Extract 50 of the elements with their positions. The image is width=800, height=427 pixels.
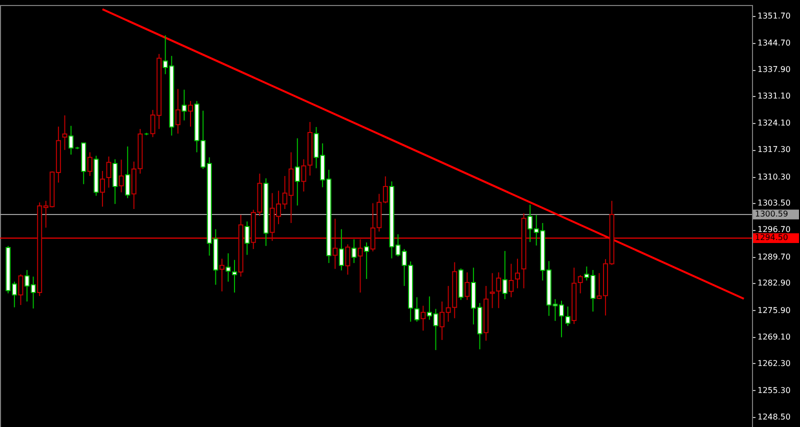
candlestick <box>188 100 193 128</box>
candlestick <box>100 170 105 208</box>
y-tick-label: 1310.30 <box>758 172 791 182</box>
candlestick <box>345 244 350 276</box>
y-tick-label: 1248.50 <box>758 412 791 422</box>
y-tick-label: 1275.90 <box>758 306 791 315</box>
y-tick-label: 1269.10 <box>758 332 791 342</box>
candlestick <box>106 156 112 188</box>
y-tick-label: 1331.10 <box>758 91 791 100</box>
y-tick-label: 1351.70 <box>758 11 791 20</box>
candlestick <box>226 252 231 282</box>
candlestick <box>294 138 300 206</box>
candlestick <box>112 158 118 204</box>
ref-line-label: 1300.59 <box>755 209 788 218</box>
y-tick-label: 1344.70 <box>758 38 791 48</box>
y-tick-label: 1289.70 <box>758 252 791 262</box>
candlestick <box>182 89 187 121</box>
y-tick-label: 1255.30 <box>758 386 791 395</box>
candlestick <box>232 259 238 294</box>
y-tick-label: 1296.70 <box>758 225 791 234</box>
candlestick <box>508 263 514 298</box>
candlestick <box>62 114 68 150</box>
candlestick <box>496 272 502 309</box>
y-tick-label: 1317.30 <box>758 145 791 154</box>
candlestick <box>338 228 344 271</box>
candlestick <box>125 146 130 199</box>
candlestick <box>414 296 420 322</box>
candlestick <box>514 258 520 289</box>
candlestick <box>351 238 356 264</box>
candlestick <box>332 218 338 270</box>
candlestick <box>244 220 250 256</box>
y-tick-label: 1303.50 <box>758 198 791 208</box>
y-tick-label: 1262.30 <box>758 358 791 368</box>
candlestick <box>502 250 508 300</box>
candlestick <box>464 272 470 300</box>
candlestick <box>175 88 180 134</box>
candlestick <box>364 242 370 280</box>
y-tick-label: 1337.90 <box>758 65 791 74</box>
candlestick <box>301 158 306 192</box>
candlestick <box>420 305 426 332</box>
candlestick <box>18 274 24 306</box>
candlestick <box>87 152 92 176</box>
candlestick <box>68 125 74 156</box>
candlestick <box>358 238 363 294</box>
candlestick <box>118 159 124 193</box>
ref-line-label: 1294.50 <box>755 233 788 242</box>
candlestick <box>219 258 224 292</box>
candlestick <box>490 272 495 309</box>
y-tick-label: 1324.10 <box>758 118 791 128</box>
y-tick-label: 1282.90 <box>758 278 791 288</box>
